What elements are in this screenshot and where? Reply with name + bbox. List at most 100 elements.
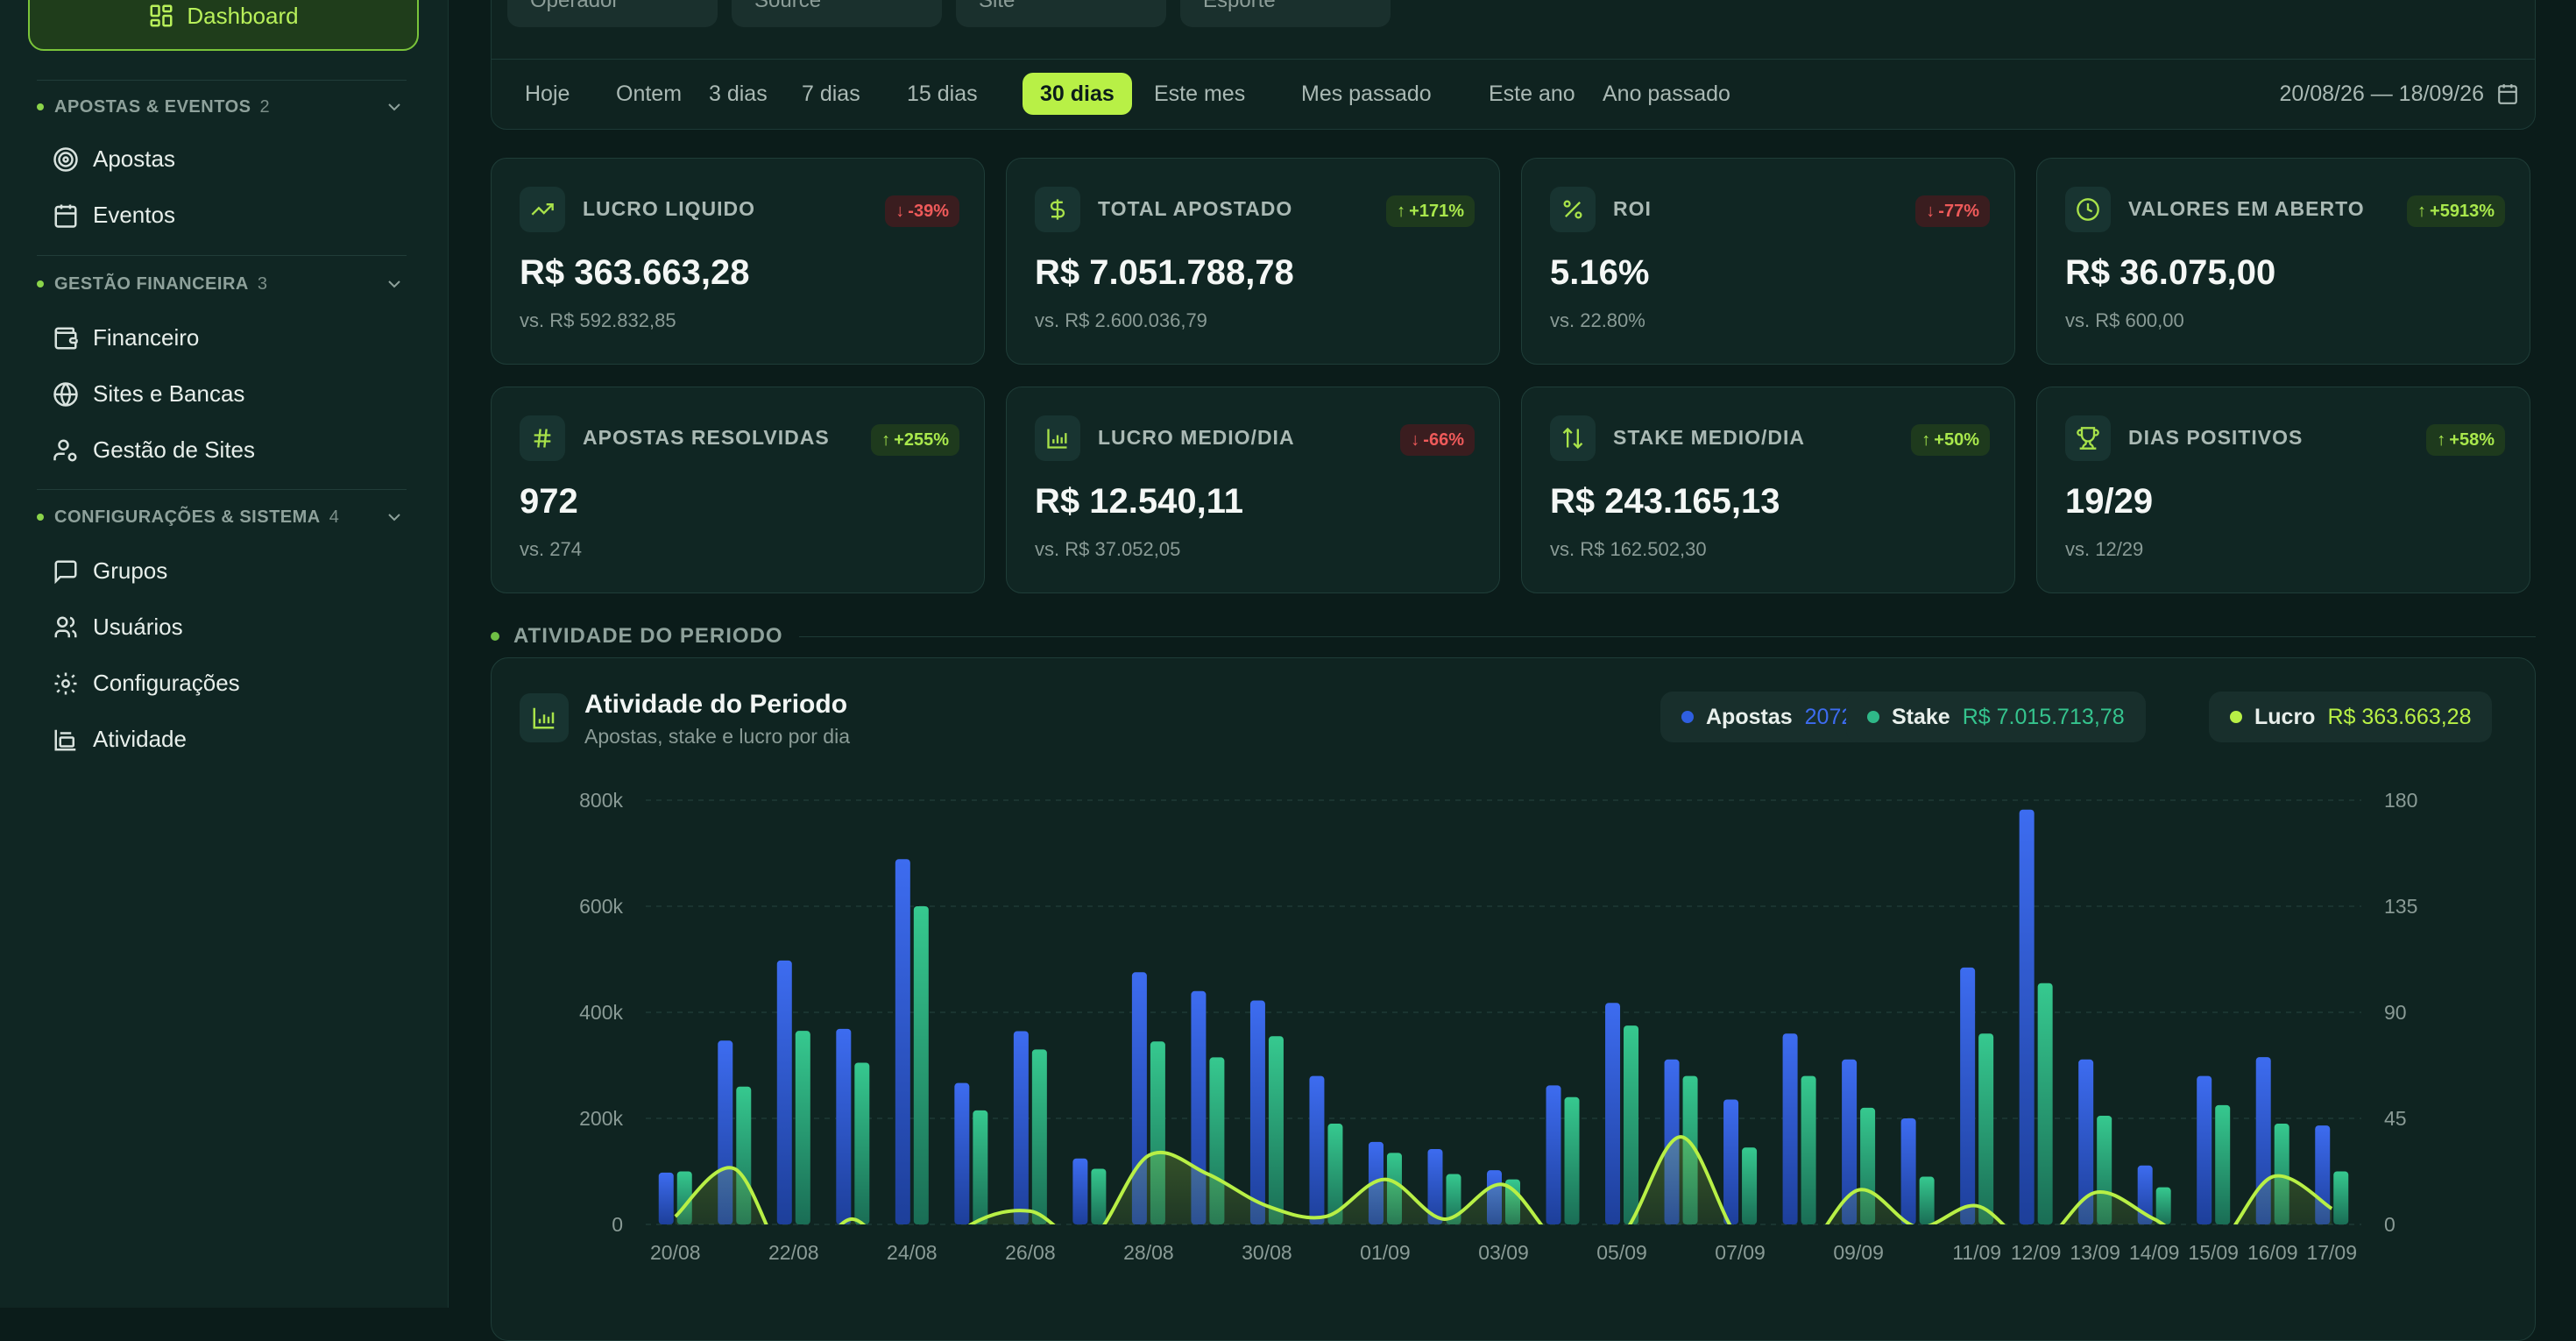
sidebar-item-atividade[interactable]: Atividade bbox=[53, 726, 187, 753]
calendar-icon bbox=[54, 204, 77, 228]
apostas-bar bbox=[836, 1028, 852, 1224]
sidebar-item-label: Apostas bbox=[93, 145, 175, 172]
stat-compare: vs. R$ 2.600.036,79 bbox=[1035, 309, 1207, 331]
legend-lucro[interactable]: Lucro R$ 363.663,28 bbox=[2209, 692, 2493, 742]
esporte-select[interactable]: Esporte ⌄ bbox=[1180, 0, 1391, 27]
stat-card: APOSTAS RESOLVIDAS ↑ +255% 972 vs. 274 bbox=[491, 387, 985, 593]
x-tick-label: 14/09 bbox=[2129, 1241, 2180, 1264]
trending-up-icon bbox=[520, 187, 565, 232]
apostas-bar bbox=[1546, 1085, 1561, 1224]
range-option[interactable]: 15 dias bbox=[907, 81, 978, 106]
sidebar-item-apostas[interactable]: Apostas bbox=[53, 145, 175, 173]
apostas-bar bbox=[1309, 1075, 1325, 1224]
x-tick-label: 09/09 bbox=[1833, 1241, 1884, 1264]
date-range-picker[interactable]: 20/08/26 — 18/09/26 bbox=[2279, 73, 2519, 115]
section-configuracoes-sistema[interactable]: CONFIGURAÇÕES & SISTEMA 4 bbox=[37, 507, 405, 528]
sidebar-item-financeiro[interactable]: Financeiro bbox=[53, 324, 199, 351]
source-select[interactable]: Source ⌄ bbox=[732, 0, 942, 27]
stake-bar bbox=[2215, 1104, 2231, 1224]
chevron-down-icon[interactable] bbox=[384, 96, 405, 117]
chevron-down-icon: ⌄ bbox=[1360, 0, 1373, 4]
sidebar-item-grupos[interactable]: Grupos bbox=[53, 557, 167, 585]
sidebar-item-label: Eventos bbox=[93, 202, 175, 228]
chevron-down-icon: ⌄ bbox=[911, 0, 924, 4]
legend-apostas[interactable]: Apostas 2072 bbox=[1660, 692, 1875, 742]
sidebar-item-gestao-sites[interactable]: Gestão de Sites bbox=[53, 436, 255, 464]
range-option[interactable]: 30 dias bbox=[1023, 73, 1132, 115]
clock-icon bbox=[2065, 187, 2111, 232]
chevron-down-icon[interactable] bbox=[384, 273, 405, 294]
section-count: 4 bbox=[329, 507, 340, 527]
apostas-bar bbox=[1842, 1059, 1858, 1224]
user-cog-icon bbox=[53, 439, 77, 461]
x-tick-label: 22/08 bbox=[768, 1241, 819, 1264]
range-option[interactable]: Este mes bbox=[1154, 81, 1246, 106]
stat-card: STAKE MEDIO/DIA ↑ +50% R$ 243.165,13 vs. R$ … bbox=[1521, 387, 2015, 593]
trend-badge: ↑ +58% bbox=[2426, 424, 2505, 456]
users-icon bbox=[54, 616, 77, 637]
range-option[interactable]: Hoje bbox=[525, 81, 570, 106]
divider bbox=[37, 255, 407, 256]
date-range-text: 20/08/26 — 18/09/26 bbox=[2279, 81, 2484, 106]
stat-value: R$ 7.051.788,78 bbox=[1035, 253, 1294, 292]
dashboard-button[interactable]: Dashboard bbox=[28, 0, 419, 51]
divider bbox=[492, 59, 2535, 60]
section-dot bbox=[491, 632, 499, 641]
range-option[interactable]: Mes passado bbox=[1301, 81, 1432, 106]
legend-name: Stake bbox=[1892, 704, 1950, 729]
legend-stake[interactable]: Stake R$ 7.015.713,78 bbox=[1846, 692, 2146, 742]
dollar-icon bbox=[1035, 187, 1080, 232]
stat-compare: vs. R$ 600,00 bbox=[2065, 309, 2184, 331]
x-tick-label: 13/09 bbox=[2070, 1241, 2120, 1264]
apostas-bar bbox=[1900, 1118, 1916, 1224]
x-tick-label: 15/09 bbox=[2188, 1241, 2239, 1264]
legend-value: 2072 bbox=[1804, 704, 1854, 729]
chevron-down-icon: ⌄ bbox=[687, 0, 700, 4]
apostas-bar bbox=[2078, 1059, 2094, 1224]
legend-name: Apostas bbox=[1706, 704, 1793, 729]
x-tick-label: 17/09 bbox=[2306, 1241, 2357, 1264]
trend-badge: ↑ +50% bbox=[1911, 424, 1990, 456]
apostas-bar bbox=[1249, 1000, 1265, 1224]
sidebar-item-usuarios[interactable]: Usuários bbox=[53, 614, 183, 641]
range-option[interactable]: Ontem bbox=[616, 81, 683, 106]
x-tick-label: 03/09 bbox=[1478, 1241, 1529, 1264]
stake-bar bbox=[1268, 1036, 1284, 1224]
trend-badge: ↓ -39% bbox=[885, 195, 959, 227]
x-tick-label: 01/09 bbox=[1360, 1241, 1411, 1264]
range-option[interactable]: 7 dias bbox=[802, 81, 860, 106]
stat-card: VALORES EM ABERTO ↑ +5913% R$ 36.075,00 vs. … bbox=[2036, 158, 2530, 365]
left-tick-label: 600k bbox=[579, 895, 623, 918]
trend-value: -66% bbox=[1423, 429, 1464, 450]
section-gestao-financeira[interactable]: GESTÃO FINANCEIRA 3 bbox=[37, 273, 405, 294]
divider bbox=[37, 80, 407, 81]
trend-arrow-icon: ↑ bbox=[1921, 429, 1931, 450]
trend-value: +5913% bbox=[2430, 201, 2495, 221]
left-tick-label: 400k bbox=[579, 1001, 623, 1024]
sidebar-item-sites-bancas[interactable]: Sites e Bancas bbox=[53, 380, 244, 408]
left-tick-label: 200k bbox=[579, 1107, 623, 1130]
stat-value: 972 bbox=[520, 482, 578, 521]
range-option[interactable]: Este ano bbox=[1489, 81, 1575, 106]
activity-chart: 800k 180 600k 135 400k 90 200k 45 0 0 20/08 22/08 24… bbox=[579, 789, 2417, 1264]
section-apostas-eventos[interactable]: APOSTAS & EVENTOS 2 bbox=[37, 96, 405, 117]
stat-label: DIAS POSITIVOS bbox=[2128, 426, 2304, 449]
range-option[interactable]: Ano passado bbox=[1603, 81, 1730, 106]
stat-value: R$ 12.540,11 bbox=[1035, 482, 1243, 521]
trend-badge: ↑ +171% bbox=[1386, 195, 1475, 227]
hash-icon bbox=[520, 415, 565, 461]
x-tick-label: 20/08 bbox=[650, 1241, 701, 1264]
stat-label: STAKE MEDIO/DIA bbox=[1613, 426, 1806, 449]
stat-value: R$ 243.165,13 bbox=[1550, 482, 1780, 521]
range-option[interactable]: 3 dias bbox=[709, 81, 768, 106]
sidebar-item-configuracoes[interactable]: Configurações bbox=[53, 670, 240, 697]
stake-bar bbox=[2155, 1187, 2171, 1224]
stake-bar bbox=[2037, 983, 2053, 1224]
sidebar-item-eventos[interactable]: Eventos bbox=[53, 202, 175, 229]
stake-bar bbox=[1091, 1168, 1107, 1224]
chevron-down-icon[interactable] bbox=[384, 507, 405, 528]
stat-value: R$ 363.663,28 bbox=[520, 253, 750, 292]
operador-select[interactable]: Operador ⌄ bbox=[507, 0, 718, 27]
trend-badge: ↑ +255% bbox=[871, 424, 959, 456]
site-select[interactable]: Site ⌄ bbox=[956, 0, 1166, 27]
